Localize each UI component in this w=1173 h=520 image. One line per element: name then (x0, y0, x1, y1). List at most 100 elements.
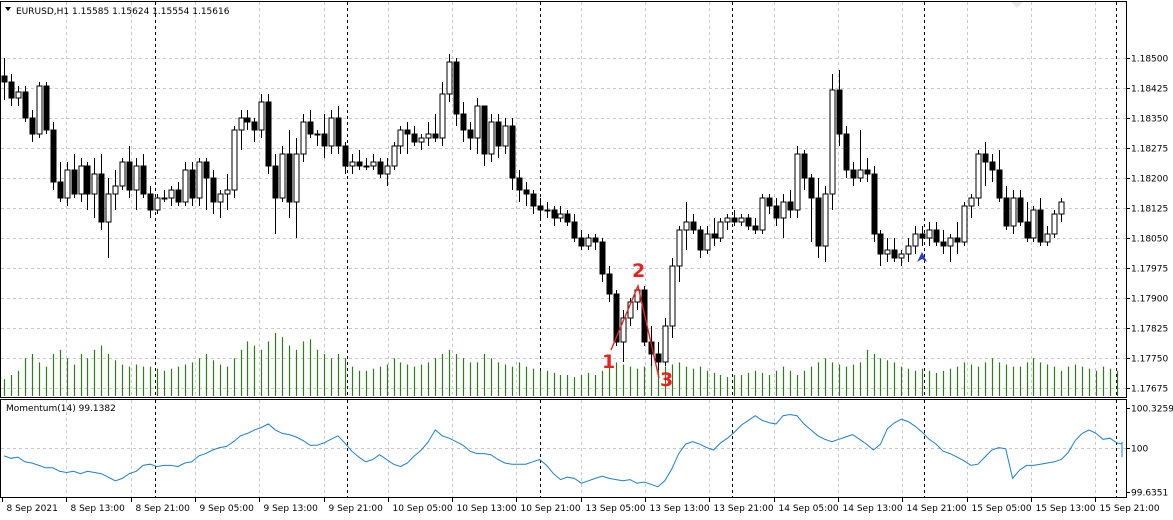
symbol-menu-icon[interactable] (5, 7, 11, 11)
period-separators (155, 2, 1117, 497)
candle-bull (961, 205, 968, 243)
candle-bull (418, 137, 425, 143)
candle-bull (370, 161, 377, 167)
candle-bull (1051, 213, 1058, 235)
candle-bull (161, 197, 168, 200)
candle-bull (112, 185, 119, 195)
price-tick-label: 1.18275 (1131, 145, 1168, 155)
candle-bull (231, 129, 238, 191)
candle-bull (258, 101, 265, 131)
candle-bull (446, 61, 453, 95)
candle-bear (933, 229, 940, 243)
candle-bear (697, 229, 704, 251)
candle-bear (766, 197, 773, 207)
momentum-polyline (3, 413, 1123, 488)
price-tick-label: 1.18125 (1131, 205, 1168, 215)
candle-bull (439, 93, 446, 139)
candle-bull (780, 201, 787, 219)
candle-bear (919, 233, 926, 239)
price-tick-label: 1.18425 (1131, 85, 1168, 95)
candle-bear (891, 249, 898, 259)
candle-bear (564, 213, 571, 223)
candle-bear (265, 101, 272, 167)
candle-bull (947, 237, 954, 247)
candle-bear (537, 205, 544, 211)
candle-bull (154, 197, 161, 211)
candle-bear (22, 91, 29, 119)
candle-bear (175, 189, 182, 203)
candle-bear (210, 177, 217, 203)
candle-bull (349, 161, 356, 167)
candle-bear (1024, 221, 1031, 239)
candle-bull (829, 89, 836, 195)
candle-bull (669, 265, 676, 327)
candle-bull (279, 153, 286, 199)
candle-bear (1, 75, 8, 83)
candle-bear (342, 145, 349, 167)
candle-bull (905, 245, 912, 255)
price-tick-label: 1.17900 (1131, 295, 1168, 305)
candle-bear (996, 169, 1003, 199)
candle-bull (397, 129, 404, 147)
candle-bull (182, 169, 189, 203)
candle-bear (147, 193, 154, 211)
candle-bear (530, 193, 537, 207)
candle-bear (871, 173, 878, 235)
price-tick-label: 1.17975 (1131, 265, 1168, 275)
candle-bear (43, 85, 50, 131)
time-tick-label: 15 Sep 05:00 (972, 504, 1032, 514)
candle-bear (843, 133, 850, 171)
candle-bull (196, 161, 203, 199)
candle-bear (453, 61, 460, 115)
candle-bull (926, 229, 933, 239)
candle-bear (244, 117, 251, 123)
time-axis: 8 Sep 2021 8 Sep 13:00 8 Sep 21:00 9 Sep 05… (2, 497, 1160, 514)
candle-bear (251, 121, 258, 131)
candle-bull (676, 229, 683, 267)
candle-bear (954, 237, 961, 243)
candle-bear (404, 129, 411, 135)
candle-bear (523, 189, 530, 195)
candle-bear (1017, 197, 1024, 223)
candle-bear (57, 181, 64, 199)
time-tick-label: 14 Sep 05:00 (779, 504, 839, 514)
price-pane-frame (0, 1, 1127, 398)
candle-bear (745, 217, 752, 227)
candle-bull (683, 221, 690, 231)
candle-bull (1030, 209, 1037, 239)
candle-bear (982, 153, 989, 163)
candle-bear (509, 125, 516, 179)
candle-bull (36, 85, 43, 135)
price-tick-label: 1.18500 (1131, 55, 1168, 65)
candle-bear (71, 169, 78, 195)
candle-bull (91, 173, 98, 195)
symbol-label: EURUSD,H1 (16, 7, 69, 17)
momentum-tick-label: 99.6351 (1131, 489, 1168, 499)
time-tick-label: 13 Sep 05:00 (586, 504, 646, 514)
candle-bull (717, 221, 724, 239)
candle-bull (822, 193, 829, 247)
pattern-point-3: 3 (660, 369, 673, 391)
candle-bull (384, 165, 391, 175)
candle-bull (1058, 201, 1065, 215)
candle-bull (105, 193, 112, 223)
candle-bear (411, 133, 418, 143)
candle-bear (655, 353, 662, 363)
candle-bull (64, 169, 71, 199)
candle-bull (314, 133, 321, 136)
candle-bear (599, 241, 606, 275)
momentum-tick-label: 100 (1131, 445, 1148, 455)
candle-bear (286, 153, 293, 203)
price-tick-label: 1.17825 (1131, 325, 1168, 335)
candle-bull (15, 91, 22, 99)
scroll-marker-icon[interactable] (1011, 2, 1023, 8)
candle-bull (425, 133, 432, 139)
time-tick-label: 10 Sep 05:00 (393, 504, 453, 514)
candle-bull (474, 105, 481, 139)
candle-bear (140, 165, 147, 195)
time-tick-label: 10 Sep 21:00 (521, 504, 581, 514)
price-tick-label: 1.18050 (1131, 235, 1168, 245)
candle-bull (738, 217, 745, 223)
